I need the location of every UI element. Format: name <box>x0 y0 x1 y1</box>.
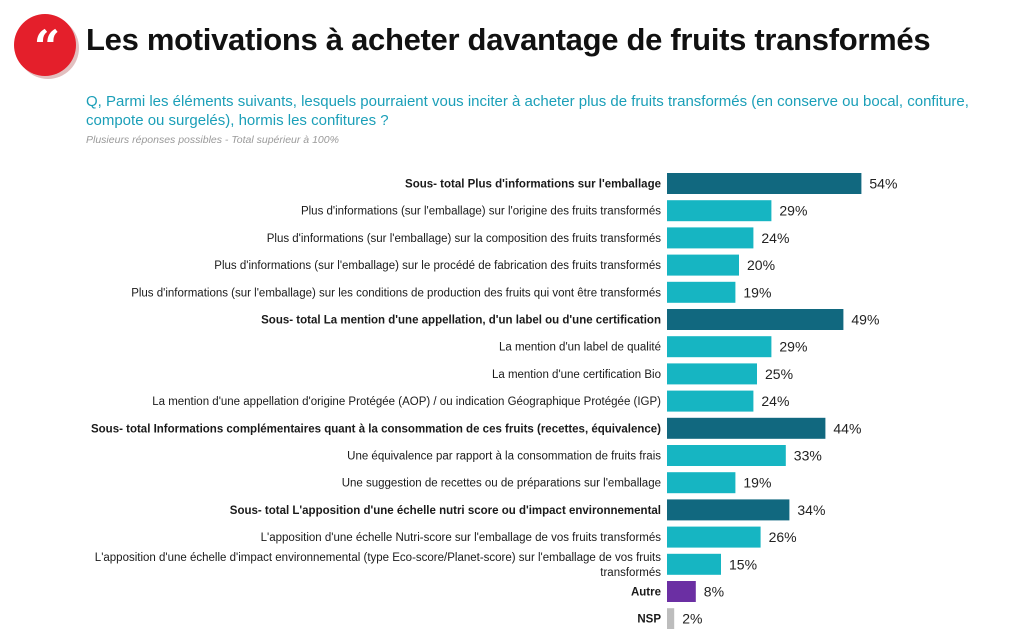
value-label: 2% <box>682 611 702 627</box>
category-label-line: Sous- total Plus d'informations sur l'em… <box>405 179 661 191</box>
bar-item <box>667 472 736 494</box>
bar-item <box>667 336 772 358</box>
category-label: Sous- total Informations complémentaires… <box>91 423 661 435</box>
category-label-line: Sous- total La mention d'une appellation… <box>261 315 661 327</box>
category-label-line: Sous- total Informations complémentaires… <box>91 423 661 435</box>
category-label: Plus d'informations (sur l'emballage) su… <box>301 206 661 218</box>
value-label: 19% <box>743 284 771 300</box>
category-label: L'apposition d'une échelle Nutri-score s… <box>261 532 662 544</box>
category-label-line: Une suggestion de recettes ou de prépara… <box>342 478 661 490</box>
bar-item <box>667 254 739 276</box>
value-label: 8% <box>704 584 724 600</box>
category-label-line: La mention d'une appellation d'origine P… <box>152 396 661 408</box>
category-label-line: Une équivalence par rapport à la consomm… <box>347 451 661 463</box>
value-label: 29% <box>779 339 807 355</box>
bar-subtotal <box>667 309 844 330</box>
bar-item <box>667 200 772 222</box>
value-label: 54% <box>869 176 897 192</box>
value-label: 34% <box>797 502 825 518</box>
category-label: Autre <box>631 587 661 599</box>
category-label-line: Autre <box>631 587 661 599</box>
value-label: 44% <box>833 420 861 436</box>
value-label: 29% <box>779 203 807 219</box>
value-label: 20% <box>747 257 775 273</box>
category-label: Plus d'informations (sur l'emballage) su… <box>214 260 661 272</box>
response-note: Plusieurs réponses possibles - Total sup… <box>86 134 339 146</box>
bar-item <box>667 363 757 385</box>
bar-nsp <box>667 608 675 629</box>
quote-glyph: “ <box>33 20 60 74</box>
category-label: Sous- total L'apposition d'une échelle n… <box>230 505 661 517</box>
category-label: La mention d'un label de qualité <box>499 342 661 354</box>
category-label-line: Plus d'informations (sur l'emballage) su… <box>301 206 661 218</box>
bar-item <box>667 281 736 303</box>
bar-item <box>667 390 754 412</box>
category-label: Plus d'informations (sur l'emballage) su… <box>267 233 662 245</box>
bar-subtotal <box>667 499 790 521</box>
category-label-line: Plus d'informations (sur l'emballage) su… <box>214 260 661 272</box>
category-label: Une suggestion de recettes ou de prépara… <box>342 478 661 490</box>
value-label: 26% <box>769 529 797 545</box>
value-label: 24% <box>761 230 789 246</box>
category-label: La mention d'une certification Bio <box>492 369 661 381</box>
category-label-line: NSP <box>637 614 661 626</box>
bar-other <box>667 581 696 602</box>
category-label: NSP <box>637 614 661 626</box>
value-label: 19% <box>743 475 771 491</box>
category-label: L'apposition d'une échelle d'impact envi… <box>95 552 661 579</box>
bar-item <box>667 553 721 575</box>
category-label-line: Plus d'informations (sur l'emballage) su… <box>131 287 661 299</box>
value-label: 24% <box>761 393 789 409</box>
category-label-line: L'apposition d'une échelle d'impact envi… <box>95 552 661 564</box>
category-label-line: Plus d'informations (sur l'emballage) su… <box>267 233 662 245</box>
bar-subtotal <box>667 417 826 439</box>
bar-item <box>667 445 786 466</box>
value-label: 15% <box>729 556 757 572</box>
survey-question: Q, Parmi les éléments suivants, lesquels… <box>86 93 969 129</box>
value-label: 25% <box>765 366 793 382</box>
category-label-line: La mention d'une certification Bio <box>492 369 661 381</box>
category-label: La mention d'une appellation d'origine P… <box>152 396 661 408</box>
bar-item <box>667 227 754 249</box>
category-label: Sous- total Plus d'informations sur l'em… <box>405 179 661 191</box>
page-title: Les motivations à acheter davantage de f… <box>86 22 931 57</box>
category-label-line: La mention d'un label de qualité <box>499 342 661 354</box>
quote-logo-icon: “ <box>14 14 76 76</box>
category-label: Sous- total La mention d'une appellation… <box>261 315 661 327</box>
bar-item <box>667 526 761 548</box>
category-label-line: L'apposition d'une échelle Nutri-score s… <box>261 532 662 544</box>
category-label: Plus d'informations (sur l'emballage) su… <box>131 287 661 299</box>
category-label-line: transformés <box>600 567 661 579</box>
value-label: 33% <box>794 448 822 464</box>
category-label-line: Sous- total L'apposition d'une échelle n… <box>230 505 661 517</box>
bar-subtotal <box>667 173 862 194</box>
category-label: Une équivalence par rapport à la consomm… <box>347 451 661 463</box>
value-label: 49% <box>851 312 879 328</box>
